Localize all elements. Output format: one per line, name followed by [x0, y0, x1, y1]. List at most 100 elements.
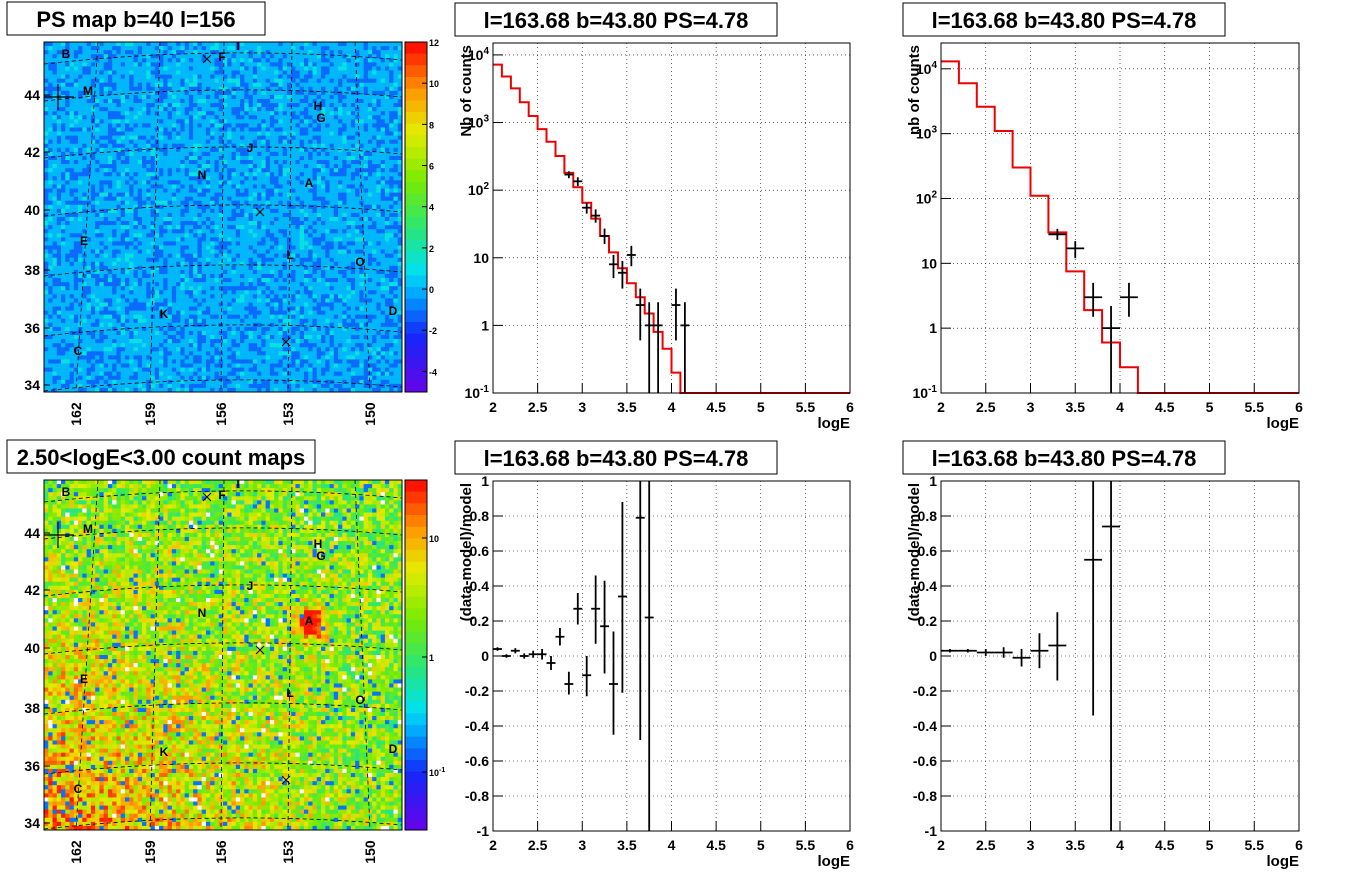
- map-cell: [48, 75, 53, 79]
- map-cell: [351, 127, 356, 131]
- map-cell: [53, 209, 58, 213]
- map-cell: [70, 189, 75, 193]
- map-cell: [48, 229, 53, 233]
- map-cell: [287, 54, 292, 58]
- map-cell: [210, 160, 215, 164]
- map-cell: [70, 123, 75, 127]
- map-cell: [142, 83, 147, 87]
- map-cell: [278, 160, 283, 164]
- map-cell: [95, 99, 100, 103]
- map-cell: [347, 70, 352, 74]
- map-cell: [266, 241, 271, 245]
- map-cell: [347, 213, 352, 217]
- map-cell: [347, 176, 352, 180]
- map-cell: [121, 87, 126, 91]
- map-cell: [253, 58, 258, 62]
- map-cell: [223, 152, 228, 156]
- map-cell: [197, 79, 202, 83]
- map-cell: [300, 180, 305, 184]
- map-cell: [129, 193, 134, 197]
- map-cell: [368, 176, 373, 180]
- map-cell: [202, 189, 207, 193]
- map-cell: [159, 176, 164, 180]
- map-cell: [313, 140, 318, 144]
- map-cell: [261, 221, 266, 225]
- map-cell: [244, 278, 249, 282]
- map-cell: [138, 262, 143, 266]
- map-cell: [342, 62, 347, 66]
- map-cell: [342, 123, 347, 127]
- map-cell: [129, 46, 134, 50]
- map-cell: [253, 250, 258, 254]
- map-cell: [206, 46, 211, 50]
- map-cell: [104, 189, 109, 193]
- map-cell: [253, 254, 258, 258]
- map-cell: [70, 75, 75, 79]
- map-cell: [125, 233, 130, 237]
- map-cell: [351, 46, 356, 50]
- map-cell: [232, 107, 237, 111]
- map-cell: [74, 193, 79, 197]
- map-cell: [257, 180, 262, 184]
- map-cell: [325, 95, 330, 99]
- map-cell: [317, 225, 322, 229]
- map-cell: [138, 217, 143, 221]
- map-cell: [104, 282, 109, 286]
- map-cell: [193, 103, 198, 107]
- map-cell: [236, 66, 241, 70]
- map-cell: [142, 140, 147, 144]
- map-cell: [257, 217, 262, 221]
- map-cell: [274, 221, 279, 225]
- map-cell: [393, 111, 398, 115]
- map-cell: [381, 79, 386, 83]
- map-cell: [291, 229, 296, 233]
- map-cell: [376, 262, 381, 266]
- map-cell: [95, 266, 100, 270]
- map-cell: [70, 270, 75, 274]
- map-cell: [74, 83, 79, 87]
- map-cell: [347, 172, 352, 176]
- map-cell: [104, 42, 109, 46]
- map-cell: [210, 217, 215, 221]
- map-cell: [214, 172, 219, 176]
- map-cell: [142, 42, 147, 46]
- map-cell: [253, 140, 258, 144]
- map-cell: [223, 201, 228, 205]
- map-cell: [172, 79, 177, 83]
- map-cell: [351, 152, 356, 156]
- map-cell: [359, 50, 364, 54]
- map-cell: [172, 221, 177, 225]
- map-cell: [342, 127, 347, 131]
- map-cell: [317, 156, 322, 160]
- map-cell: [244, 201, 249, 205]
- map-cell: [125, 75, 130, 79]
- map-cell: [342, 241, 347, 245]
- map-cell: [381, 168, 386, 172]
- map-cell: [385, 123, 390, 127]
- map-cell: [283, 127, 288, 131]
- map-cell: [325, 42, 330, 46]
- map-cell: [291, 91, 296, 95]
- map-cell: [385, 111, 390, 115]
- map-cell: [317, 140, 322, 144]
- map-cell: [393, 79, 398, 83]
- map-cell: [214, 274, 219, 278]
- map-cell: [87, 58, 92, 62]
- map-cell: [240, 201, 245, 205]
- map-cell: [325, 217, 330, 221]
- map-cell: [206, 160, 211, 164]
- map-cell: [163, 229, 168, 233]
- map-cell: [308, 156, 313, 160]
- map-cell: [266, 221, 271, 225]
- map-cell: [202, 83, 207, 87]
- map-cell: [159, 103, 164, 107]
- map-cell: [232, 87, 237, 91]
- map-cell: [389, 245, 394, 249]
- map-cell: [206, 75, 211, 79]
- map-cell: [364, 229, 369, 233]
- map-cell: [99, 144, 104, 148]
- map-cell: [78, 115, 83, 119]
- map-cell: [210, 107, 215, 111]
- map-cell: [223, 160, 228, 164]
- map-cell: [74, 164, 79, 168]
